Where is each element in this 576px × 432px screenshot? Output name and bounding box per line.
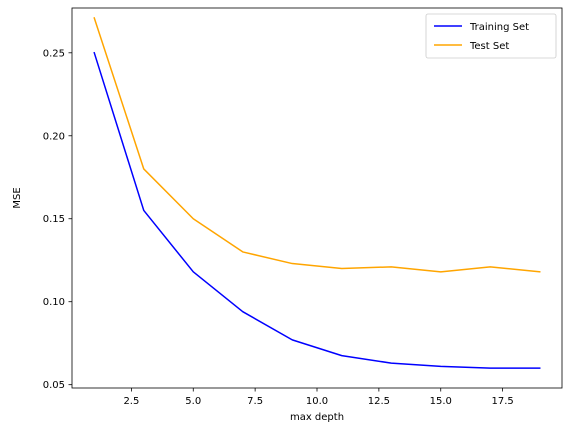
x-axis-label: max depth: [290, 412, 344, 423]
series-line-test-set: [93, 17, 541, 273]
series-lines: [93, 17, 541, 369]
legend-label: Test Set: [469, 41, 509, 52]
x-tick-label: 12.5: [368, 396, 390, 407]
legend: Training Set Test Set: [425, 13, 557, 59]
plot-frame: [71, 7, 563, 389]
x-tick-label: 7.5: [247, 396, 263, 407]
x-tick-label: 5.0: [185, 396, 201, 407]
x-tick-label: 2.5: [123, 396, 139, 407]
y-tick-label: 0.20: [43, 131, 65, 142]
x-axis: 2.5 5.0 7.5 10.0 12.5 15.0 17.5: [123, 388, 514, 407]
series-line-training-set: [93, 51, 541, 369]
legend-box: [425, 13, 557, 59]
y-tick-label: 0.10: [43, 297, 65, 308]
y-axis: 0.05 0.10 0.15 0.20 0.25: [43, 48, 72, 391]
legend-label: Training Set: [469, 22, 529, 33]
x-tick-label: 17.5: [491, 396, 513, 407]
x-tick-label: 15.0: [430, 396, 452, 407]
y-tick-label: 0.05: [43, 380, 65, 391]
y-tick-label: 0.15: [43, 214, 65, 225]
y-tick-label: 0.25: [43, 48, 65, 59]
y-axis-label: MSE: [12, 187, 23, 208]
x-tick-label: 10.0: [306, 396, 328, 407]
